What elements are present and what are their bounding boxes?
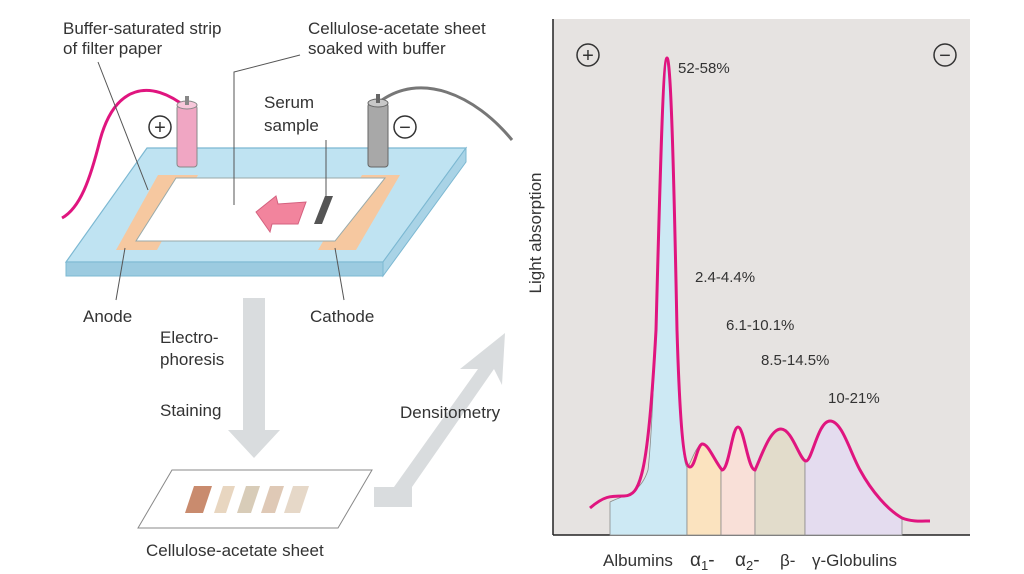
- densitometry-curve: [589, 56, 931, 523]
- label-albumins: Albumins: [603, 551, 673, 570]
- cathode-minus-symbol: −: [393, 115, 417, 139]
- electrophoresis-label-line1: Electro-: [160, 328, 219, 347]
- densitogram: + − 52-58% 2.4-4.4% 6.1-10.1% 8.5-14.5% …: [526, 19, 970, 573]
- glass-plate-edge: [65, 261, 384, 277]
- strip-label-line2: of filter paper: [63, 39, 163, 58]
- serum-sample-band: [314, 196, 333, 224]
- sheet-label-line2: soaked with buffer: [308, 39, 446, 58]
- serum-label-line1: Serum: [264, 93, 314, 112]
- svg-text:−: −: [399, 117, 411, 139]
- percent-gamma: 10-21%: [828, 390, 880, 407]
- label-beta: β-: [780, 551, 795, 570]
- label-gamma-globulins: γ-Globulins: [812, 551, 897, 570]
- stained-band-alpha1: [214, 486, 235, 513]
- stained-band-gamma: [284, 486, 309, 513]
- sheet-label-line1: Cellulose-acetate sheet: [308, 19, 486, 38]
- anode-label: Anode: [83, 307, 132, 326]
- electrophoresis-apparatus: + − Buffer-saturated strip of filter pap…: [61, 19, 514, 326]
- percent-albumin: 52-58%: [678, 60, 730, 77]
- staining-label: Staining: [160, 401, 221, 420]
- densitometry-arrow: [374, 333, 505, 507]
- percent-alpha2: 6.1-10.1%: [726, 317, 794, 334]
- svg-text:+: +: [582, 45, 594, 67]
- fraction-fills: [609, 57, 903, 536]
- densitogram-plus-symbol: +: [576, 43, 600, 67]
- percent-beta: 8.5-14.5%: [761, 352, 829, 369]
- label-alpha1: α1-: [690, 550, 715, 573]
- anode-electrode: [176, 96, 198, 168]
- label-alpha2: α2-: [735, 550, 760, 573]
- densitogram-y-label: Light absorption: [526, 173, 545, 294]
- cathode-leader-line: [334, 247, 345, 301]
- sheet-caption: Cellulose-acetate sheet: [146, 541, 324, 560]
- down-process-arrow: [228, 298, 280, 458]
- anode-plus-symbol: +: [148, 115, 172, 139]
- percent-alpha1: 2.4-4.4%: [695, 269, 755, 286]
- glass-plate-side: [382, 146, 467, 278]
- process-flow: Electro- phoresis Staining Densitometry: [160, 298, 505, 507]
- cathode-electrode: [367, 94, 389, 168]
- stained-sheet: Cellulose-acetate sheet: [137, 469, 373, 560]
- densitometry-label: Densitometry: [400, 403, 501, 422]
- stained-band-albumin: [185, 486, 212, 513]
- stained-band-beta: [261, 486, 284, 513]
- electrophoresis-label-line2: phoresis: [160, 350, 224, 369]
- anode-leader-line: [115, 247, 126, 301]
- sheet-leader-line: [233, 54, 301, 205]
- svg-text:+: +: [154, 117, 166, 139]
- migration-arrow: [255, 195, 307, 234]
- anode-cable: [61, 89, 188, 220]
- cathode-label: Cathode: [310, 307, 374, 326]
- stained-band-alpha2: [237, 486, 260, 513]
- strip-leader-line: [97, 61, 149, 191]
- cathode-cable: [377, 86, 514, 141]
- densitogram-panel: [553, 19, 970, 535]
- strip-label-line1: Buffer-saturated strip: [63, 19, 221, 38]
- serum-label-line2: sample: [264, 116, 319, 135]
- svg-text:−: −: [939, 45, 951, 67]
- densitogram-minus-symbol: −: [933, 43, 957, 67]
